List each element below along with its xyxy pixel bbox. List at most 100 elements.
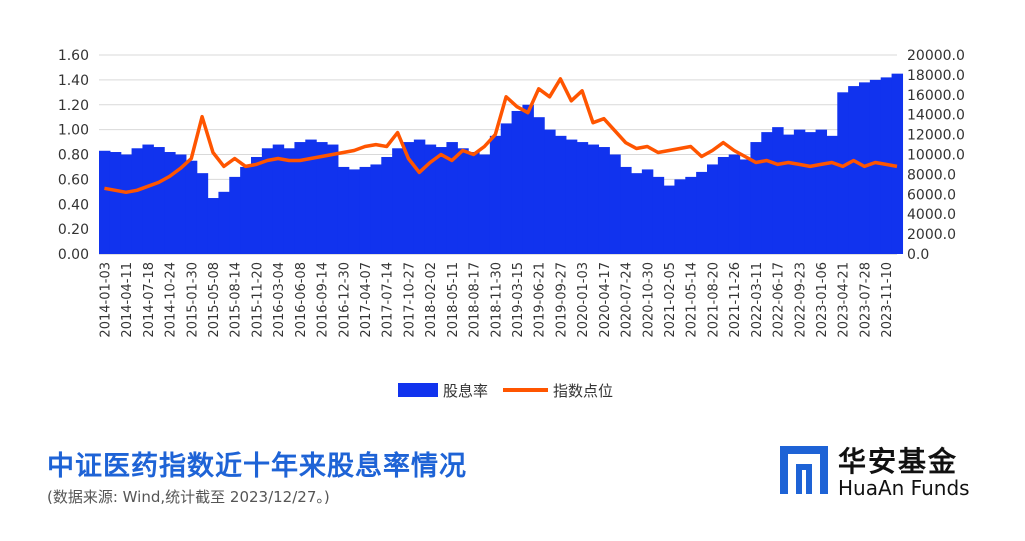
dividend-yield-bar <box>337 166 350 254</box>
legend: 股息率 指数点位 <box>398 382 613 400</box>
dividend-yield-bar <box>218 191 230 254</box>
dividend-yield-bar <box>576 142 589 254</box>
dividend-yield-bar <box>609 154 621 254</box>
dividend-yield-bar <box>772 127 784 254</box>
dividend-yield-bar <box>793 129 806 254</box>
x-tick-label: 2014-04-11 <box>120 262 135 338</box>
dividend-yield-bar <box>381 156 393 254</box>
dividend-yield-bar <box>164 152 176 254</box>
dividend-yield-bar <box>175 154 187 254</box>
dividend-yield-bar <box>891 73 904 254</box>
dividend-yield-bar <box>869 79 882 254</box>
index-level-line <box>104 77 898 195</box>
dividend-yield-bar <box>804 132 817 254</box>
x-tick-label: 2022-09-23 <box>793 262 808 338</box>
right-tick-label: 2000.0 <box>907 227 956 243</box>
x-tick-label: 2020-07-24 <box>620 262 635 338</box>
dividend-yield-bar <box>750 142 762 254</box>
dividend-yield-bar <box>403 142 415 254</box>
x-tick-label: 2016-06-08 <box>294 262 309 338</box>
dividend-yield-bar <box>392 148 404 254</box>
left-axis-ticks: 0.00 0.20 0.40 0.60 0.80 1.00 1.20 1.40 1.60 <box>58 48 89 263</box>
chart: 0.00 0.20 0.40 0.60 0.80 1.00 1.20 1.40 1.60 0.0… <box>58 48 965 400</box>
x-tick-label: 2014-10-24 <box>164 262 179 338</box>
dividend-yield-bar <box>142 144 154 254</box>
right-tick-label: 20000.0 <box>907 48 965 64</box>
dividend-yield-bar <box>565 139 578 254</box>
x-tick-label: 2022-03-11 <box>750 262 765 338</box>
page-title: 中证医药指数近十年来股息率情况 <box>47 451 467 482</box>
left-tick-label: 1.40 <box>58 73 89 89</box>
dividend-yield-bar <box>555 135 567 254</box>
dividend-yield-bar <box>717 156 730 254</box>
dividend-yield-bar <box>489 135 502 254</box>
dividend-yield-bar <box>641 169 654 254</box>
x-tick-label: 2021-11-26 <box>728 262 743 338</box>
right-tick-label: 6000.0 <box>907 187 956 203</box>
dividend-yield-bar <box>479 154 491 254</box>
dividend-yield-bar <box>761 132 773 254</box>
x-tick-label: 2023-04-21 <box>837 262 852 338</box>
left-tick-label: 0.60 <box>58 172 89 188</box>
right-axis-ticks: 0.0 2000.0 4000.0 6000.0 8000.0 10000.0 12000.… <box>907 48 965 263</box>
right-tick-label: 16000.0 <box>907 88 965 104</box>
dividend-yield-bar <box>468 152 480 254</box>
x-tick-label: 2019-09-27 <box>554 262 569 338</box>
x-tick-label: 2022-06-17 <box>772 262 787 338</box>
x-tick-label: 2014-01-03 <box>98 262 113 338</box>
x-tick-label: 2015-11-20 <box>250 262 265 338</box>
legend-swatch-dividend-yield <box>398 383 438 397</box>
x-tick-label: 2021-02-05 <box>663 262 678 338</box>
dividend-yield-bar <box>272 144 285 254</box>
x-tick-label: 2020-10-30 <box>641 262 656 338</box>
dividend-yield-bar <box>359 166 372 254</box>
dividend-yield-bar <box>663 185 676 254</box>
x-tick-label: 2017-04-07 <box>359 262 374 338</box>
x-tick-label: 2019-06-21 <box>533 262 548 338</box>
dividend-yield-bar <box>544 129 556 254</box>
x-tick-label: 2018-02-02 <box>424 262 439 338</box>
dividend-yield-bar <box>859 82 871 254</box>
dividend-yield-bar <box>848 86 860 254</box>
huaan-logo-icon <box>780 446 828 494</box>
dividend-yield-bar <box>229 176 241 254</box>
x-tick-label: 2023-01-06 <box>815 262 830 338</box>
dividend-yield-bar <box>739 159 752 254</box>
left-tick-label: 0.80 <box>58 148 89 164</box>
dividend-yield-bar <box>435 147 448 254</box>
logo-english-name: HuaAn Funds <box>838 476 970 500</box>
x-tick-label: 2020-01-03 <box>576 262 591 338</box>
dividend-yield-bar <box>631 173 643 254</box>
dividend-yield-bar <box>728 154 741 254</box>
left-tick-label: 1.20 <box>58 98 89 114</box>
brand-logo: 华安基金 HuaAn Funds <box>778 440 988 500</box>
dividend-yield-bar <box>533 117 545 254</box>
x-tick-label: 2020-04-17 <box>598 262 613 338</box>
legend-label-dividend-yield: 股息率 <box>443 382 488 400</box>
x-tick-label: 2021-05-14 <box>685 262 700 338</box>
x-tick-label: 2015-08-14 <box>229 262 244 338</box>
left-tick-label: 0.20 <box>58 222 89 238</box>
dividend-yield-bar <box>522 104 534 254</box>
x-tick-label: 2016-03-04 <box>272 262 287 338</box>
right-tick-label: 8000.0 <box>907 167 956 183</box>
x-tick-label: 2015-01-30 <box>185 262 200 338</box>
left-tick-label: 1.60 <box>58 48 89 64</box>
dividend-yield-bar <box>207 198 220 254</box>
dividend-yield-bar <box>185 160 198 254</box>
logo-chinese-name: 华安基金 <box>838 445 959 478</box>
dividend-yield-bar <box>294 142 306 254</box>
dividend-yield-bar <box>783 134 795 254</box>
right-tick-label: 18000.0 <box>907 68 965 84</box>
dividend-yield-bar <box>348 169 361 254</box>
right-tick-label: 0.0 <box>907 247 929 263</box>
left-tick-label: 1.00 <box>58 123 89 139</box>
x-tick-label: 2014-07-18 <box>142 262 157 338</box>
x-tick-label: 2021-08-20 <box>706 262 721 338</box>
dividend-yield-bar <box>446 142 458 254</box>
x-axis-ticks: 2014-01-03 2014-04-11 2014-07-18 2014-10-24… <box>98 262 895 338</box>
dividend-yield-bar <box>99 150 111 254</box>
x-tick-label: 2023-11-10 <box>880 262 895 338</box>
dividend-yield-bar <box>327 144 339 254</box>
x-tick-label: 2016-09-14 <box>316 262 331 338</box>
